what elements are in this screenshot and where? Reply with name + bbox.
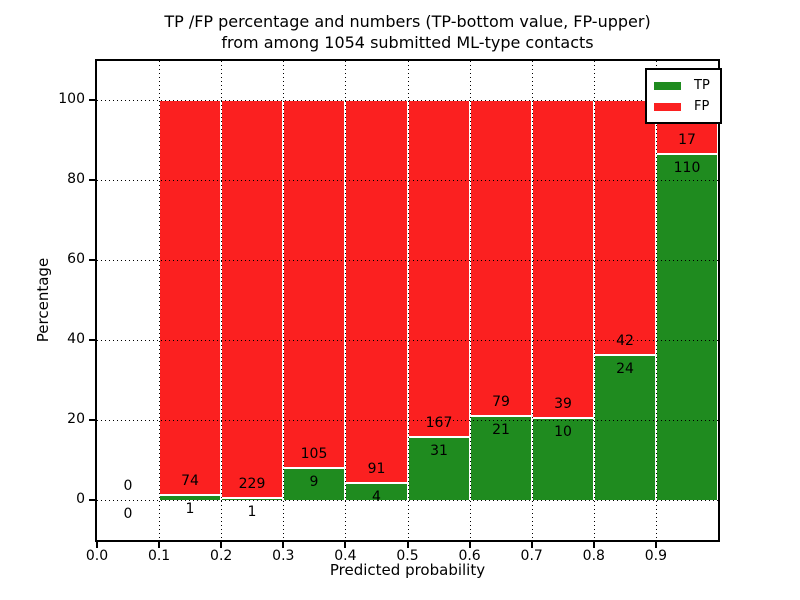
x-tick-label: 0.4 (334, 548, 357, 564)
x-tick-mark (344, 542, 346, 548)
legend-label-tp: TP (694, 77, 710, 93)
tp-count-label: 31 (430, 443, 448, 460)
tp-bar-segment (408, 437, 470, 501)
fp-bar-segment (159, 100, 221, 495)
x-tick-label: 0.2 (210, 548, 233, 564)
fp-count-label: 74 (181, 472, 199, 489)
tp-bar-segment (283, 468, 345, 501)
fp-count-label: 0 (123, 478, 133, 494)
tp-bar-segment (656, 153, 718, 501)
tp-count-label: 110 (673, 159, 701, 176)
x-tick-mark (158, 542, 160, 548)
x-tick-label: 0.5 (396, 548, 419, 564)
tp-count-label: 10 (554, 424, 572, 441)
fp-bar-segment (470, 100, 532, 416)
vertical-gridline (656, 61, 657, 540)
y-tick-mark (89, 499, 95, 501)
vertical-gridline (408, 61, 409, 540)
x-tick-label: 0.9 (644, 548, 668, 564)
fp-count-label: 105 (300, 446, 328, 463)
fp-count-label: 91 (367, 461, 386, 478)
y-tick-label: 0 (76, 491, 85, 507)
y-tick-mark (89, 179, 95, 181)
x-tick-mark (593, 542, 595, 548)
tp-bar-segment (532, 418, 594, 501)
x-tick-label: 0.3 (272, 548, 295, 564)
fp-count-label: 167 (425, 415, 453, 432)
x-tick-label: 0.0 (85, 548, 109, 564)
tp-count-label: 21 (492, 422, 510, 438)
x-tick-mark (407, 542, 409, 548)
fp-count-label: 39 (554, 396, 572, 413)
x-tick-label: 0.7 (520, 548, 543, 564)
y-tick-mark (89, 259, 95, 261)
x-tick-mark (655, 542, 657, 548)
fp-color-swatch (654, 102, 681, 111)
fp-count-label: 17 (678, 131, 696, 148)
tp-count-label: 24 (616, 360, 634, 377)
y-tick-mark (89, 419, 95, 421)
horizontal-gridline (97, 100, 718, 101)
x-tick-label: 0.8 (582, 548, 605, 564)
fp-bar-segment (283, 100, 345, 469)
vertical-gridline (594, 61, 595, 540)
y-tick-label: 60 (67, 251, 85, 267)
horizontal-gridline (97, 340, 718, 341)
x-tick-mark (531, 542, 533, 548)
x-axis-label: Predicted probability (329, 561, 486, 579)
fp-bar-segment (221, 100, 283, 499)
y-tick-mark (89, 339, 95, 341)
legend-label-fp: FP (694, 98, 710, 114)
tp-count-label: 1 (185, 500, 195, 517)
vertical-gridline (283, 61, 284, 540)
vertical-gridline (470, 61, 471, 540)
fp-bar-segment (594, 100, 656, 355)
x-tick-mark (282, 542, 284, 548)
vertical-gridline (159, 61, 160, 540)
tp-count-label: 9 (309, 474, 319, 491)
fp-count-label: 79 (492, 394, 510, 410)
chart-title-line2: from among 1054 submitted ML-type contac… (221, 33, 594, 52)
x-tick-mark (220, 542, 222, 548)
horizontal-gridline (97, 420, 718, 421)
x-tick-mark (96, 542, 98, 548)
fp-count-label: 229 (238, 476, 266, 493)
tp-count-label: 1 (247, 504, 257, 521)
fp-count-label: 42 (616, 332, 634, 349)
y-tick-label: 40 (67, 331, 85, 347)
x-tick-mark (469, 542, 471, 548)
tp-color-swatch (654, 81, 681, 90)
tp-count-label: 4 (372, 489, 381, 506)
horizontal-gridline (97, 180, 718, 181)
x-tick-label: 0.6 (458, 548, 481, 564)
tp-bar-segment (594, 354, 656, 501)
y-tick-label: 80 (67, 171, 85, 187)
y-tick-label: 100 (58, 91, 85, 107)
horizontal-gridline (97, 260, 718, 261)
legend-item-tp: TP (654, 75, 720, 96)
legend-item-fp: FP (654, 96, 720, 117)
legend: TP FP (645, 68, 722, 124)
chart-title: TP /FP percentage and numbers (TP-bottom… (97, 11, 718, 53)
vertical-gridline (221, 61, 222, 540)
chart-title-line1: TP /FP percentage and numbers (TP-bottom… (164, 12, 651, 31)
y-tick-mark (89, 99, 95, 101)
plot-area: 0 0 74 1 229 1 105 9 91 4 167 31 79 21 39 10 42 24 17 110 0… (58, 61, 722, 564)
x-tick-label: 0.1 (147, 548, 171, 564)
horizontal-gridline (97, 500, 718, 501)
tp-count-label: 0 (123, 506, 133, 522)
vertical-gridline (532, 61, 533, 540)
fp-bar-segment (345, 100, 408, 484)
y-tick-label: 20 (67, 411, 85, 427)
vertical-gridline (345, 61, 346, 540)
fp-bar-segment (408, 100, 470, 438)
